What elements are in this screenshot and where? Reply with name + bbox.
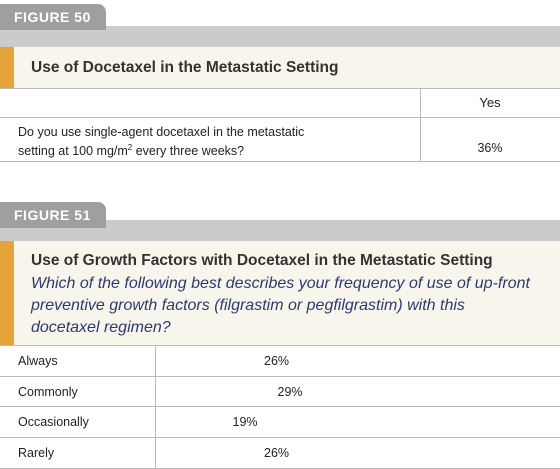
figure-tab: FIGURE 50	[0, 4, 106, 30]
title-box: Use of Growth Factors with Docetaxel in …	[0, 241, 560, 346]
bar	[155, 382, 278, 403]
row	[0, 407, 560, 439]
figure-tab: FIGURE 51	[0, 202, 106, 228]
value-label: 26%	[264, 354, 290, 368]
question: Do you use single-agent docetaxel in the…	[18, 124, 318, 159]
title-box: Use of Docetaxel in the Metastatic Setti…	[0, 47, 560, 89]
column-header: Yes	[479, 95, 501, 110]
value-label: 19%	[232, 415, 258, 430]
bar	[155, 443, 264, 464]
accent	[0, 241, 14, 345]
bar	[155, 412, 233, 433]
figure-title: Use of Docetaxel in the Metastatic Setti…	[31, 59, 339, 76]
row	[0, 346, 560, 377]
accent	[0, 47, 14, 88]
figure-title: Use of Growth Factors with Docetaxel in …	[31, 252, 493, 269]
row-label: Rarely	[18, 446, 55, 461]
value-label: 29%	[277, 384, 303, 399]
question-text: Do you use single-agent docetaxel in the…	[18, 125, 305, 159]
divider	[155, 346, 156, 469]
row-label: Occasionally	[18, 415, 89, 430]
question-text: every three weeks?	[132, 144, 245, 159]
question-row	[0, 118, 560, 162]
answer: 36%	[477, 141, 503, 155]
row	[0, 438, 560, 469]
response-table: Always 26% Commonly 29% Occasionally 19% Rarel…	[0, 346, 560, 469]
header-row	[0, 89, 560, 118]
bar	[155, 351, 264, 372]
row	[0, 377, 560, 408]
row-label: Commonly	[18, 384, 78, 399]
figure-bar	[0, 220, 560, 241]
superscript: 2	[127, 143, 133, 152]
question: Which of the following best describes yo…	[31, 275, 530, 336]
divider	[420, 89, 421, 162]
value-label: 26%	[264, 446, 290, 461]
row-label: Always	[18, 354, 58, 368]
figure-bar	[0, 26, 560, 47]
